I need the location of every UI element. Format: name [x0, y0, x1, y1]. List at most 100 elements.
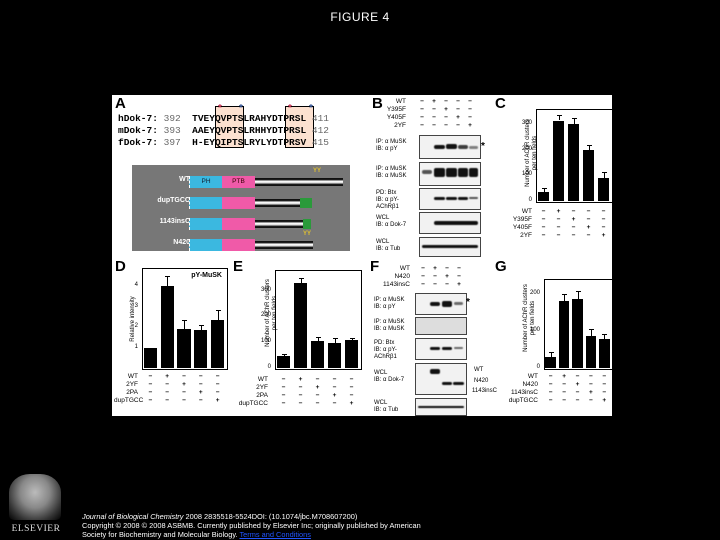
bar [194, 330, 208, 368]
error-bar [283, 353, 285, 357]
error-bar [543, 188, 545, 193]
band-label-1143insc: 1143insC [472, 388, 497, 394]
western-blot [415, 317, 467, 335]
error-bar [590, 329, 592, 337]
plot-frame [544, 279, 612, 370]
blot-label: WCL IB: α Dok-7 [376, 215, 407, 228]
bar [211, 320, 225, 368]
error-bar [300, 278, 302, 283]
western-blot [415, 363, 467, 395]
ptb-domain: PTB [222, 176, 255, 188]
elsevier-logo: ELSEVIER [6, 474, 66, 536]
error-bar [167, 276, 169, 287]
y-tick-label: 0 [267, 364, 271, 370]
asterisk-marker: * [466, 297, 470, 308]
blot-label: IP: α MuSK IB: α pY [374, 297, 405, 310]
yy-motif: YY [303, 231, 312, 237]
error-bar [604, 333, 606, 340]
blot-label: WCL IB: α Tub [376, 239, 401, 252]
star-icon: * [218, 103, 222, 114]
figure-title: FIGURE 4 [330, 10, 390, 24]
panel-label-f: F [370, 258, 380, 275]
band-label-wt: WT [474, 367, 484, 373]
c-terminal-tail [255, 220, 303, 228]
blot-label: IP: α MuSK IB: α pY [376, 139, 407, 152]
bar [597, 178, 610, 201]
y-tick-label: 100 [521, 171, 532, 178]
error-bar [573, 117, 575, 125]
bar-chart-d: 1 2 3 4 pY-MuSK [135, 268, 228, 370]
y-tick-label: 300 [260, 286, 271, 293]
bar [558, 301, 570, 368]
band-label-n420: N420 [474, 378, 489, 384]
ptb-domain [222, 197, 255, 209]
c-terminal-tail [255, 199, 300, 207]
western-blot [419, 237, 481, 257]
terms-link[interactable]: Terms and Conditions [239, 530, 311, 539]
construct-n420: N420 YY [132, 231, 350, 251]
frameshift-region [303, 219, 311, 229]
bar [160, 286, 174, 368]
sequence-row: hDok-7: 392 TVEYQVPTSLRAHYDTPRSL 411 [118, 113, 329, 124]
c-terminal-tail [255, 241, 313, 249]
construct-duptgcc: dupTGCC [132, 197, 350, 209]
western-blot [419, 188, 481, 210]
bar [344, 340, 359, 368]
plot-frame [536, 109, 612, 203]
error-bar [317, 337, 319, 341]
y-tick-label: 100 [529, 326, 540, 333]
error-bar [603, 172, 605, 178]
ptb-domain [222, 239, 255, 251]
panel-label-c: C [495, 95, 506, 112]
star-icon: * [309, 103, 313, 114]
western-blot [419, 135, 481, 159]
western-blot [415, 338, 467, 360]
y-tick-label: 4 [134, 282, 138, 289]
bar [582, 149, 595, 201]
blot-label: PD: Btx IB: α pY- AChRβ1 [376, 190, 399, 210]
panel-label-a: A [115, 95, 126, 112]
y-tick-label: 3 [134, 302, 138, 309]
y-tick-label: 200 [529, 289, 540, 296]
bar [572, 299, 583, 368]
bar [545, 356, 556, 368]
error-bar [351, 338, 353, 341]
error-bar [200, 325, 202, 331]
copyright-text: Copyright © 2008 © 2008 ASBMB. Currently… [82, 521, 421, 530]
chart-title: pY-MuSK [191, 272, 222, 279]
y-tick-label: 300 [521, 120, 532, 127]
y-tick-label: 2 [134, 323, 138, 330]
y-tick-label: 200 [260, 312, 271, 319]
error-bar [184, 320, 185, 330]
y-axis-label: Relative intensity [130, 296, 136, 342]
bar [537, 192, 550, 201]
blot-label: PD: Btx IB: α pY- AChRβ1 [374, 340, 397, 360]
asterisk-marker: * [481, 141, 485, 152]
western-blot [419, 162, 481, 186]
panel-label-b: B [372, 95, 383, 112]
panel-label-g: G [495, 258, 507, 275]
star-icon: * [239, 103, 243, 114]
bar-chart-c: 0 100 200 300 [522, 109, 612, 203]
ph-domain [189, 218, 223, 230]
western-blot [419, 212, 481, 234]
motif-box-1 [215, 106, 244, 148]
sequence-row: mDok-7: 393 AAEYQVPTSLRHHYDTPRSL 412 [118, 125, 329, 136]
bar [276, 356, 291, 368]
sequence-row: fDok-7: 397 H-EYQIPTSLRYLYDTPRSV 415 [118, 137, 329, 148]
figure-panel: A * * * * hDok-7: 392 TVEYQVPTSLRAHYDTPR… [112, 95, 612, 416]
frameshift-region [300, 198, 312, 208]
panel-label-e: E [233, 258, 244, 275]
error-bar [577, 291, 579, 300]
journal-name: Journal of Biological Chemistry [82, 512, 184, 521]
y-tick-label: 1 [134, 343, 138, 350]
bar [567, 124, 580, 201]
error-bar [564, 293, 566, 302]
y-tick-label: 100 [260, 338, 271, 345]
error-bar [588, 144, 590, 150]
panel-label-d: D [115, 258, 126, 275]
construct-1143insc: 1143insC [132, 218, 350, 230]
bar [143, 347, 157, 368]
bar [585, 336, 597, 368]
construct-wt: WT PH PTB YY [132, 168, 350, 188]
